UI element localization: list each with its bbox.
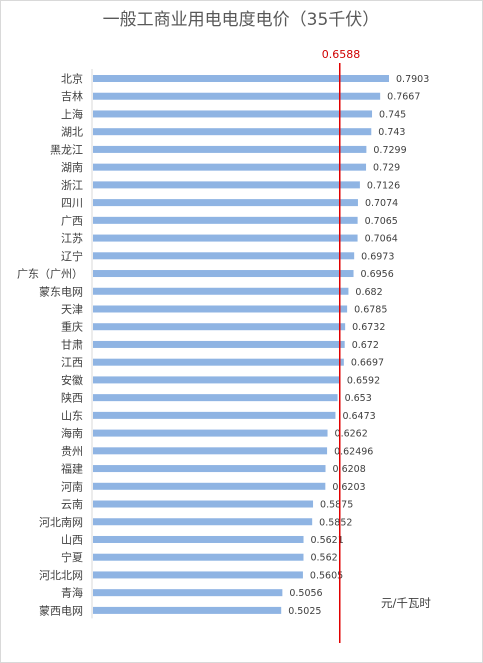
bar xyxy=(93,376,340,384)
bar xyxy=(93,128,372,136)
category-label: 四川 xyxy=(61,197,83,210)
value-label: 0.7126 xyxy=(367,180,400,191)
bars-layer: 北京 0.7903 吉林 0.7667 上海 0.745 湖北 0.743 黑龙江 0.7299 湖… xyxy=(17,72,429,618)
value-label: 0.7064 xyxy=(365,234,398,245)
category-label: 福建 xyxy=(61,462,83,476)
bar xyxy=(93,589,283,597)
value-label: 0.5025 xyxy=(288,606,321,617)
category-label: 吉林 xyxy=(61,89,83,103)
category-label: 蒙西电网 xyxy=(39,604,83,617)
category-label: 湖南 xyxy=(61,161,83,174)
value-label: 0.7065 xyxy=(365,216,398,227)
category-label: 河南 xyxy=(61,480,83,493)
category-label: 安徽 xyxy=(61,373,83,387)
bar xyxy=(93,571,303,579)
bar xyxy=(93,394,338,402)
bar xyxy=(93,358,344,366)
bar xyxy=(93,323,346,331)
value-label: 0.7667 xyxy=(387,92,420,103)
category-label: 黑龙江 xyxy=(50,143,83,156)
bar xyxy=(93,252,355,260)
category-label: 江西 xyxy=(61,356,83,369)
value-label: 0.562 xyxy=(310,553,337,564)
value-label: 0.5875 xyxy=(320,500,353,511)
value-label: 0.7299 xyxy=(373,145,406,156)
bar xyxy=(93,92,381,100)
category-label: 青海 xyxy=(61,586,83,600)
category-label: 浙江 xyxy=(61,179,83,192)
category-label: 江苏 xyxy=(61,232,83,245)
bar xyxy=(93,270,354,278)
category-label: 蒙东电网 xyxy=(39,285,83,298)
value-label: 0.7903 xyxy=(396,74,429,85)
bar xyxy=(93,429,328,437)
bar xyxy=(93,75,389,82)
value-label: 0.6956 xyxy=(361,269,394,280)
bar xyxy=(93,305,348,313)
category-label: 陕西 xyxy=(61,391,83,405)
value-label: 0.7074 xyxy=(365,198,398,209)
value-label: 0.682 xyxy=(355,287,382,298)
value-label: 0.5056 xyxy=(289,588,322,599)
category-label: 山西 xyxy=(61,533,83,546)
value-label: 0.6732 xyxy=(352,322,385,333)
bar xyxy=(93,199,358,207)
bar xyxy=(93,216,358,224)
bar xyxy=(93,234,358,242)
bar xyxy=(93,340,345,348)
bar xyxy=(93,145,367,153)
category-label: 辽宁 xyxy=(61,249,83,263)
value-label: 0.729 xyxy=(373,163,400,174)
category-label: 河北南网 xyxy=(39,516,83,529)
value-label: 0.745 xyxy=(379,109,406,120)
value-label: 0.743 xyxy=(378,127,405,138)
value-label: 0.6973 xyxy=(361,251,394,262)
category-label: 山东 xyxy=(61,409,83,422)
bar xyxy=(93,553,304,561)
bar xyxy=(93,411,336,419)
value-label: 0.6208 xyxy=(333,464,366,475)
value-label: 0.6697 xyxy=(351,358,384,369)
value-label: 0.6592 xyxy=(347,375,380,386)
category-label: 北京 xyxy=(61,72,83,86)
category-label: 宁夏 xyxy=(61,550,83,564)
value-label: 0.6203 xyxy=(332,482,365,493)
category-label: 云南 xyxy=(61,498,83,511)
unit-label: 元/千瓦时 xyxy=(381,596,431,610)
category-label: 贵州 xyxy=(61,445,83,458)
value-label: 0.6473 xyxy=(342,411,375,422)
category-label: 上海 xyxy=(61,107,83,121)
category-label: 广东（广州） xyxy=(17,268,83,281)
category-label: 河北北网 xyxy=(39,569,83,582)
value-label: 0.5852 xyxy=(319,517,352,528)
bar xyxy=(93,500,314,508)
bar xyxy=(93,465,326,473)
value-label: 0.6785 xyxy=(354,304,387,315)
category-label: 广西 xyxy=(61,214,83,227)
bar xyxy=(93,518,313,526)
category-label: 海南 xyxy=(61,426,83,440)
bar xyxy=(93,606,282,614)
category-label: 天津 xyxy=(61,303,83,316)
bar xyxy=(93,181,360,189)
value-label: 0.6262 xyxy=(335,429,368,440)
category-label: 湖北 xyxy=(61,126,83,139)
value-label: 0.653 xyxy=(345,393,372,404)
bar xyxy=(93,110,373,118)
bar xyxy=(93,535,304,543)
reference-line-label: 0.6588 xyxy=(322,48,361,61)
bar xyxy=(93,482,326,490)
bar xyxy=(93,447,328,455)
bar xyxy=(93,287,349,295)
value-label: 0.5605 xyxy=(310,570,343,581)
value-label: 0.5621 xyxy=(311,535,344,546)
chart-title: 一般工商业用电电度电价（35千伏） xyxy=(103,10,380,30)
value-label: 0.62496 xyxy=(334,446,373,457)
category-label: 重庆 xyxy=(61,320,83,334)
value-label: 0.672 xyxy=(352,340,379,351)
bar xyxy=(93,163,367,171)
category-label: 甘肃 xyxy=(61,338,83,351)
